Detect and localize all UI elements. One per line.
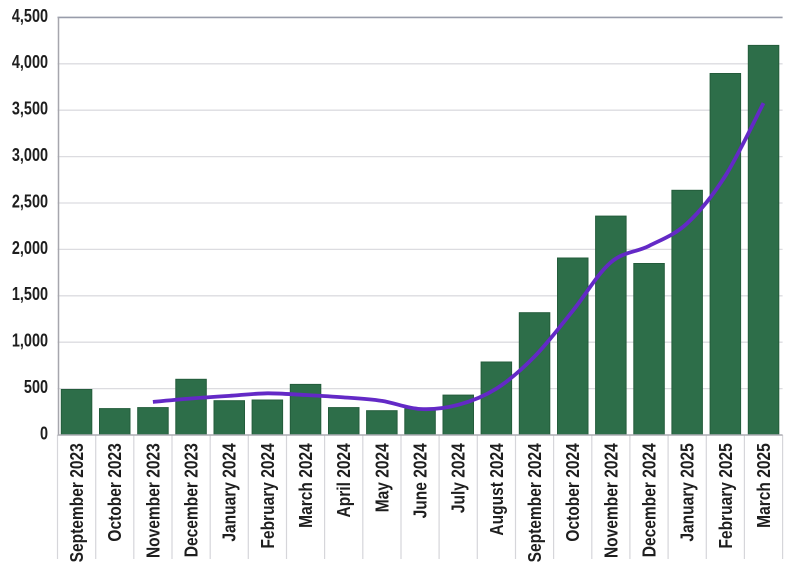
svg-text:March 2024: March 2024 xyxy=(296,443,317,528)
svg-text:August 2024: August 2024 xyxy=(487,443,508,536)
svg-text:September 2024: September 2024 xyxy=(525,443,546,563)
svg-text:4,500: 4,500 xyxy=(12,5,48,26)
svg-text:May 2024: May 2024 xyxy=(372,443,393,513)
svg-text:October 2023: October 2023 xyxy=(105,443,126,541)
svg-text:1,500: 1,500 xyxy=(12,283,48,304)
svg-text:3,000: 3,000 xyxy=(12,144,48,165)
svg-text:January 2024: January 2024 xyxy=(219,443,240,542)
svg-text:2,500: 2,500 xyxy=(12,191,48,212)
svg-text:November 2024: November 2024 xyxy=(601,443,622,558)
svg-text:July 2024: July 2024 xyxy=(448,443,469,513)
svg-text:September 2023: September 2023 xyxy=(67,443,88,562)
svg-text:2,000: 2,000 xyxy=(12,237,48,258)
svg-text:February 2025: February 2025 xyxy=(716,443,737,549)
svg-text:February 2024: February 2024 xyxy=(258,443,279,549)
svg-text:June 2024: June 2024 xyxy=(410,443,431,519)
svg-text:March 2025: March 2025 xyxy=(754,443,775,528)
svg-text:1,000: 1,000 xyxy=(12,330,48,351)
svg-text:January 2025: January 2025 xyxy=(677,443,698,542)
svg-text:500: 500 xyxy=(24,376,48,397)
svg-text:April 2024: April 2024 xyxy=(334,443,355,518)
svg-text:October 2024: October 2024 xyxy=(563,443,584,542)
svg-text:3,500: 3,500 xyxy=(12,98,48,119)
svg-text:0: 0 xyxy=(40,423,48,444)
svg-text:December 2023: December 2023 xyxy=(181,443,202,557)
svg-text:November 2023: November 2023 xyxy=(143,443,164,558)
svg-text:4,000: 4,000 xyxy=(12,51,48,72)
svg-text:December 2024: December 2024 xyxy=(639,443,660,557)
